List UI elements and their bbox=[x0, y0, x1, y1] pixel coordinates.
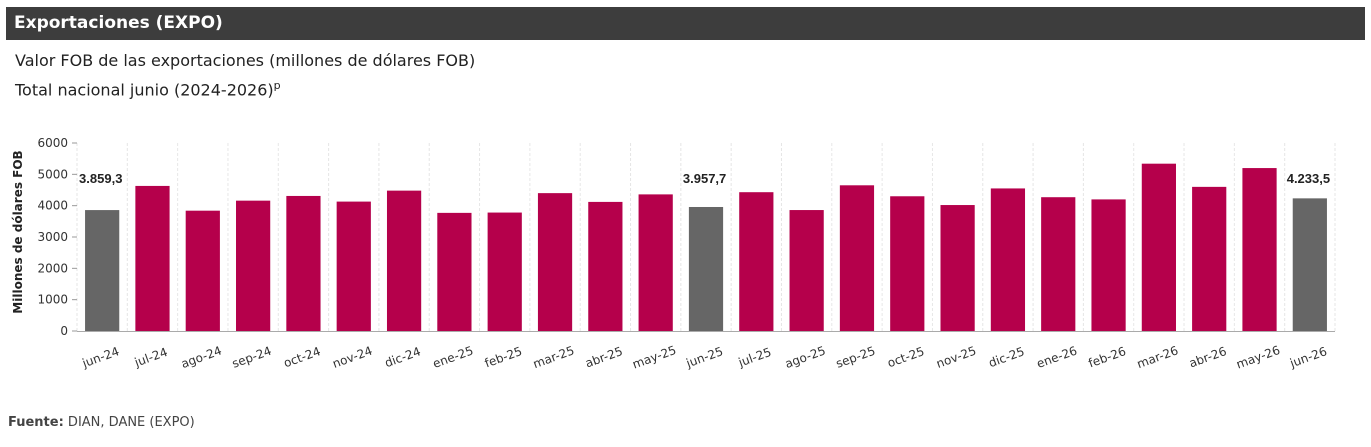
x-tick-label: jul-25 bbox=[736, 345, 774, 370]
period-text: Total nacional junio (2024-2026) bbox=[15, 80, 274, 100]
x-tick-label: mar-25 bbox=[531, 343, 576, 371]
x-tick-label: jul-24 bbox=[132, 345, 170, 370]
x-tick-label: jun-26 bbox=[1287, 344, 1329, 371]
provisional-mark: p bbox=[273, 79, 281, 92]
bar-jun-25 bbox=[688, 206, 724, 331]
bar-jun-26 bbox=[1292, 198, 1327, 331]
x-tick-label: sep-25 bbox=[834, 344, 877, 371]
bar-jul-25 bbox=[739, 192, 774, 331]
x-tick-label: ene-26 bbox=[1035, 343, 1079, 371]
x-tick-label: mar-26 bbox=[1135, 343, 1180, 371]
y-tick-label: 2000 bbox=[37, 261, 68, 275]
bar-ago-24 bbox=[185, 210, 220, 331]
y-tick-label: 0 bbox=[60, 324, 68, 338]
y-axis-label: Millones de dólares FOB bbox=[11, 150, 25, 313]
bar-dic-25 bbox=[990, 188, 1026, 331]
bar-feb-25 bbox=[487, 212, 522, 331]
x-tick-label: sep-24 bbox=[230, 344, 273, 371]
x-tick-label: nov-25 bbox=[934, 344, 978, 371]
y-tick-label: 3000 bbox=[37, 230, 68, 244]
source-label: Fuente: bbox=[8, 415, 64, 430]
x-tick-label: may-26 bbox=[1234, 343, 1282, 372]
bar-may-26 bbox=[1242, 168, 1277, 331]
bar-chart: 0 1000 2000 3000 4000 5000 6000 Millones de dól… bbox=[11, 136, 1336, 372]
x-tick-label: may-25 bbox=[631, 343, 679, 372]
bar-feb-26 bbox=[1091, 199, 1126, 331]
bar-sep-25 bbox=[839, 185, 875, 331]
x-tick-label: oct-24 bbox=[282, 344, 323, 370]
y-tick-label: 5000 bbox=[37, 167, 68, 181]
x-tick-label: abr-25 bbox=[583, 344, 624, 370]
bar-jun-24 bbox=[85, 210, 120, 331]
x-tick-label: ago-25 bbox=[783, 343, 827, 371]
bar-abr-25 bbox=[588, 201, 623, 331]
data-label: 4.233,5 bbox=[1287, 171, 1330, 186]
chart-period-subtitle: Total nacional junio (2024-2026)p bbox=[15, 79, 281, 99]
data-label: 3.859,3 bbox=[79, 171, 122, 186]
data-label: 3.957,7 bbox=[683, 171, 726, 186]
x-tick-label: feb-26 bbox=[1087, 344, 1128, 370]
bar-mar-26 bbox=[1141, 163, 1176, 331]
bar-sep-24 bbox=[236, 200, 271, 331]
x-tick-label: nov-24 bbox=[331, 344, 375, 371]
source-note: Fuente: DIAN, DANE (EXPO) bbox=[8, 415, 195, 430]
bar-ene-25 bbox=[437, 212, 472, 331]
x-tick-label: ago-24 bbox=[179, 343, 223, 371]
bar-abr-26 bbox=[1192, 186, 1227, 331]
x-tick-label: abr-26 bbox=[1187, 344, 1228, 370]
y-tick-label: 6000 bbox=[37, 136, 68, 150]
x-tick-label: feb-25 bbox=[483, 344, 524, 370]
bar-ene-26 bbox=[1041, 197, 1076, 331]
bar-nov-24 bbox=[336, 201, 371, 331]
bar-may-25 bbox=[638, 194, 673, 331]
y-tick-label: 1000 bbox=[37, 293, 68, 307]
bar-nov-25 bbox=[940, 205, 975, 331]
bar-oct-25 bbox=[890, 196, 925, 331]
chart-subtitle: Valor FOB de las exportaciones (millones… bbox=[15, 51, 476, 70]
bar-ago-25 bbox=[789, 210, 824, 331]
bar-oct-24 bbox=[286, 195, 321, 331]
x-tick-label: dic-25 bbox=[987, 344, 1027, 370]
source-text: DIAN, DANE (EXPO) bbox=[63, 415, 195, 430]
x-tick-label: oct-25 bbox=[886, 344, 927, 370]
bar-dic-24 bbox=[386, 190, 422, 331]
chart-header: Exportaciones (EXPO) bbox=[6, 7, 1365, 40]
x-tick-label: jun-25 bbox=[683, 344, 725, 371]
bar-jul-24 bbox=[135, 185, 170, 331]
header-title: Exportaciones (EXPO) bbox=[14, 13, 223, 33]
bar-mar-25 bbox=[537, 193, 573, 331]
y-tick-label: 4000 bbox=[37, 199, 68, 213]
x-tick-label: ene-25 bbox=[431, 343, 475, 371]
x-tick-label: jun-24 bbox=[80, 344, 122, 371]
x-tick-label: dic-24 bbox=[383, 344, 423, 370]
